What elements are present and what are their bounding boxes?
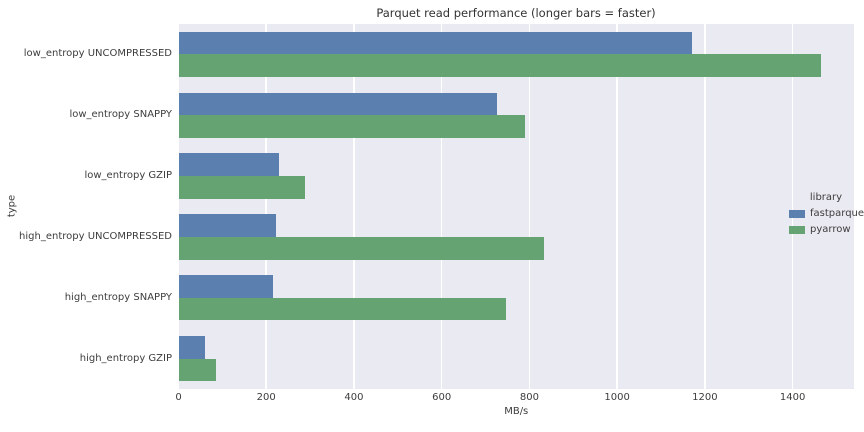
gridline bbox=[528, 24, 531, 389]
gridline bbox=[265, 24, 268, 389]
plot-area bbox=[177, 24, 854, 389]
bar-fastparquet bbox=[178, 153, 280, 177]
bar-pyarrow bbox=[178, 297, 507, 321]
bar-fastparquet bbox=[178, 275, 273, 298]
chart-title: Parquet read performance (longer bars = … bbox=[376, 6, 656, 20]
y-tick-label: low_entropy GZIP bbox=[84, 170, 172, 182]
x-tick-label: 400 bbox=[344, 392, 364, 403]
bar-pyarrow bbox=[178, 115, 526, 138]
legend-swatch-icon bbox=[789, 210, 805, 218]
x-axis-label: MB/s bbox=[504, 406, 529, 417]
legend-swatch-icon bbox=[789, 226, 805, 234]
gridline bbox=[440, 24, 443, 389]
gridline bbox=[616, 24, 618, 389]
y-tick-label: low_entropy UNCOMPRESSED bbox=[23, 48, 172, 60]
gridline bbox=[177, 24, 180, 389]
x-tick-label: 800 bbox=[519, 392, 539, 403]
x-tick-label: 1000 bbox=[604, 392, 630, 403]
x-axis: 0 200 400 600 800 1000 1200 1400 bbox=[0, 392, 864, 406]
bar-pyarrow bbox=[178, 176, 305, 199]
legend-entry: fastparquet bbox=[787, 206, 864, 222]
bar-fastparquet bbox=[178, 214, 276, 237]
y-tick-label: high_entropy GZIP bbox=[79, 352, 172, 364]
legend-entry: pyarrow bbox=[787, 222, 864, 238]
legend-entry-label: pyarrow bbox=[810, 224, 851, 235]
y-tick-label: low_entropy SNAPPY bbox=[69, 109, 172, 121]
legend-title: library bbox=[809, 192, 843, 203]
bar-pyarrow bbox=[178, 236, 544, 260]
y-axis: low_entropy UNCOMPRESSED low_entropy SNAP… bbox=[0, 24, 172, 389]
bar-fastparquet bbox=[178, 92, 497, 116]
legend-entries: fastparquet pyarrow bbox=[787, 206, 864, 238]
legend: library fastparquet pyarrow bbox=[787, 191, 864, 238]
bar-pyarrow bbox=[178, 54, 822, 78]
legend-entry-label: fastparquet bbox=[810, 208, 864, 219]
bar-fastparquet bbox=[178, 335, 205, 359]
x-tick-label: 200 bbox=[256, 392, 276, 403]
gridline bbox=[791, 24, 794, 389]
bar-pyarrow bbox=[178, 358, 216, 382]
y-tick-label: high_entropy UNCOMPRESSED bbox=[19, 230, 172, 242]
x-tick-label: 1400 bbox=[779, 392, 806, 403]
bar-fastparquet bbox=[178, 31, 692, 55]
y-tick-label: high_entropy SNAPPY bbox=[64, 291, 172, 303]
x-tick-label: 0 bbox=[175, 392, 182, 403]
gridline bbox=[704, 24, 706, 389]
x-tick-label: 600 bbox=[432, 392, 452, 403]
gridline bbox=[353, 24, 355, 389]
x-tick-label: 1200 bbox=[692, 392, 718, 403]
